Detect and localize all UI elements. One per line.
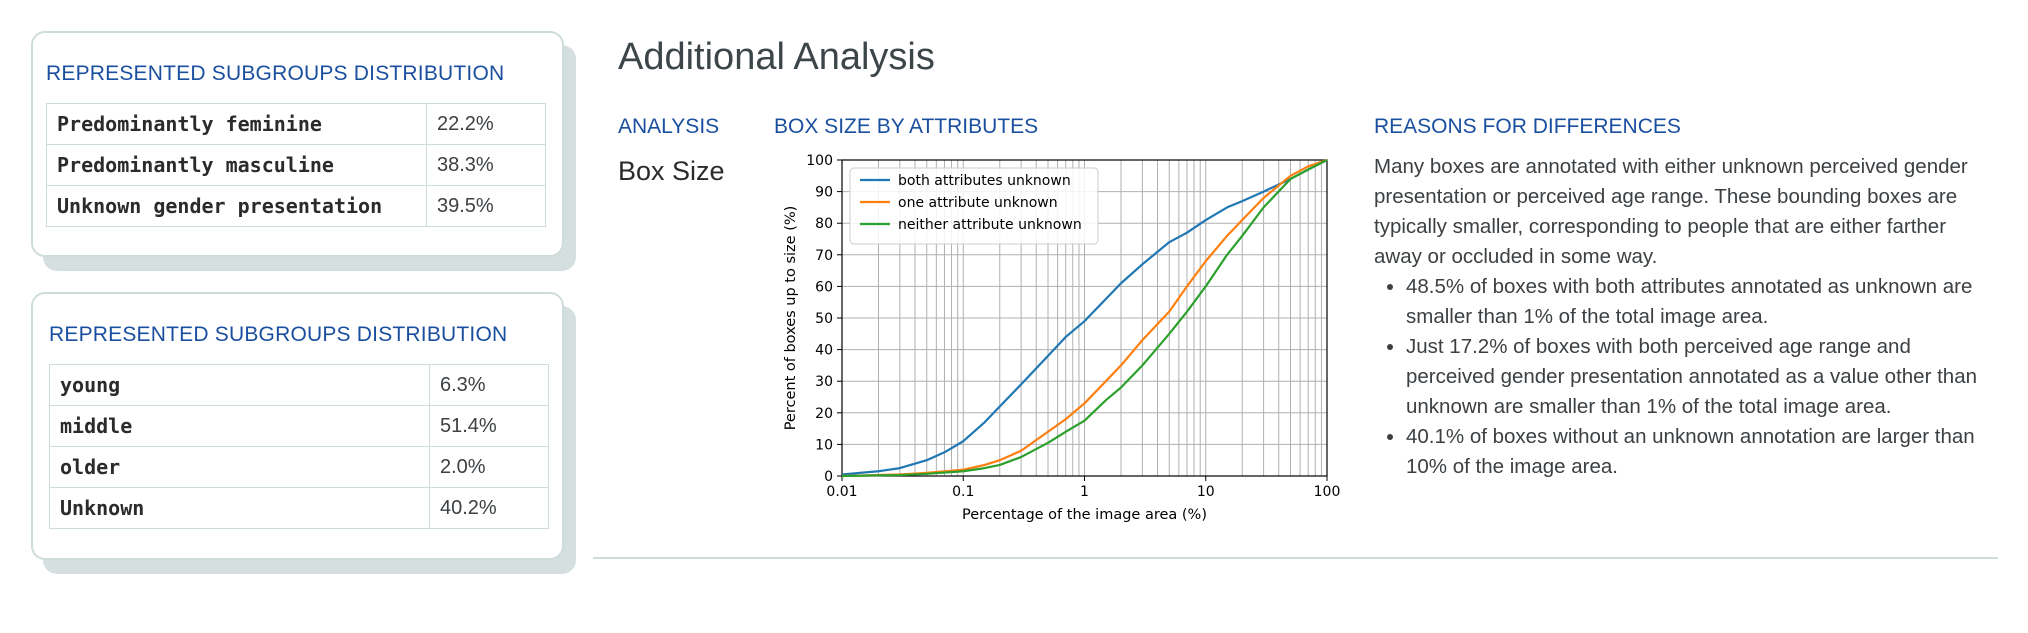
table-row: young 6.3%	[49, 364, 549, 406]
chart-heading: BOX SIZE BY ATTRIBUTES	[774, 115, 1039, 138]
legend-box	[849, 167, 1099, 245]
analysis-value: Box Size	[618, 156, 725, 186]
legend-label: one attribute unknown	[898, 195, 1058, 211]
y-tick-label: 100	[806, 153, 833, 169]
row-label: young	[49, 364, 430, 406]
y-tick-label: 40	[815, 343, 833, 359]
x-axis-label: Percentage of the image area (%)	[962, 507, 1207, 523]
reason-item: 40.1% of boxes without an unknown annota…	[1406, 422, 1994, 482]
y-tick-label: 10	[815, 437, 833, 453]
row-label: Predominantly feminine	[46, 103, 427, 145]
row-label: Unknown	[49, 487, 430, 529]
page-title: Additional Analysis	[618, 36, 935, 78]
row-value: 6.3%	[429, 364, 549, 406]
row-label: older	[49, 446, 430, 488]
row-label: Unknown gender presentation	[46, 185, 427, 227]
box-size-cdf-chart: 0.01 0.1 1 10 100 0 10 20 30 40 50 60 70 80 90 100 Perce…	[783, 153, 1341, 523]
x-tick-label: 10	[1197, 484, 1215, 500]
card-title: REPRESENTED SUBGROUPS DISTRIBUTION	[49, 323, 508, 346]
table-row: Predominantly feminine 22.2%	[46, 103, 546, 145]
analysis-heading: ANALYSIS	[618, 115, 720, 138]
y-tick-label: 90	[815, 185, 833, 201]
x-tick-label: 1	[1080, 484, 1089, 500]
table-row: Predominantly masculine 38.3%	[46, 144, 546, 186]
series-line	[841, 159, 1328, 478]
y-tick-label: 60	[815, 279, 833, 295]
gender-distribution-table: Predominantly feminine 22.2% Predominant…	[46, 103, 546, 227]
y-tick-label: 70	[815, 248, 833, 264]
reasons-intro: Many boxes are annotated with either unk…	[1374, 155, 1968, 268]
age-distribution-card: REPRESENTED SUBGROUPS DISTRIBUTION young…	[31, 292, 576, 574]
row-value: 22.2%	[426, 103, 546, 145]
y-axis-label: Percent of boxes up to size (%)	[783, 206, 799, 431]
card-body: REPRESENTED SUBGROUPS DISTRIBUTION Predo…	[31, 31, 564, 257]
x-tick-label: 100	[1314, 484, 1341, 500]
x-tick-label: 0.1	[952, 484, 974, 500]
legend-label: both attributes unknown	[898, 173, 1071, 189]
reason-item: 48.5% of boxes with both attributes anno…	[1406, 272, 1994, 332]
y-tick-label: 0	[824, 469, 833, 485]
row-label: Predominantly masculine	[46, 144, 427, 186]
row-value: 51.4%	[429, 405, 549, 447]
age-distribution-table: young 6.3% middle 51.4% older 2.0% Unkno…	[49, 364, 549, 529]
x-tick-label: 0.01	[826, 484, 857, 500]
row-value: 2.0%	[429, 446, 549, 488]
card-body: REPRESENTED SUBGROUPS DISTRIBUTION young…	[31, 292, 564, 560]
reasons-list: 48.5% of boxes with both attributes anno…	[1374, 272, 1994, 482]
legend-label: neither attribute unknown	[898, 217, 1082, 233]
series-line	[841, 158, 1328, 478]
table-row: middle 51.4%	[49, 405, 549, 447]
card-title: REPRESENTED SUBGROUPS DISTRIBUTION	[46, 62, 505, 85]
row-value: 39.5%	[426, 185, 546, 227]
reason-item: Just 17.2% of boxes with both perceived …	[1406, 332, 1994, 422]
table-row: older 2.0%	[49, 446, 549, 488]
y-tick-label: 50	[815, 311, 833, 327]
y-tick-label: 80	[815, 216, 833, 232]
table-row: Unknown gender presentation 39.5%	[46, 185, 546, 227]
series-line	[841, 159, 1328, 476]
gender-distribution-card: REPRESENTED SUBGROUPS DISTRIBUTION Predo…	[31, 31, 576, 271]
reasons-text: Many boxes are annotated with either unk…	[1374, 152, 1994, 482]
row-value: 38.3%	[426, 144, 546, 186]
reasons-heading: REASONS FOR DIFFERENCES	[1374, 115, 1681, 138]
y-tick-label: 30	[815, 374, 833, 390]
table-row: Unknown 40.2%	[49, 487, 549, 529]
row-label: middle	[49, 405, 430, 447]
row-value: 40.2%	[429, 487, 549, 529]
y-tick-label: 20	[815, 406, 833, 422]
section-divider	[593, 557, 1998, 559]
